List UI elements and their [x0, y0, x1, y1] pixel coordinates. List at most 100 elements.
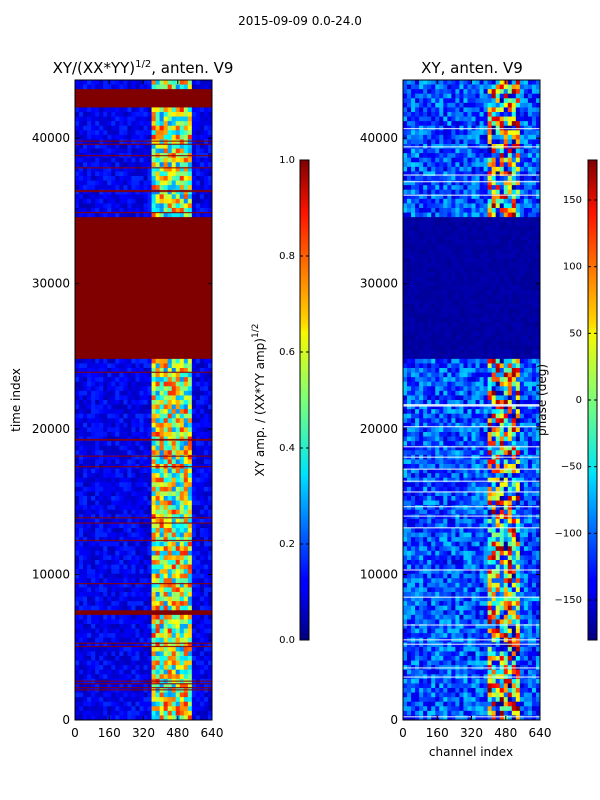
- heatmap-cell: [195, 125, 201, 131]
- heatmap-cell: [79, 157, 84, 163]
- heatmap-cell: [155, 715, 160, 721]
- heatmap-cell: [191, 198, 197, 204]
- heatmap-cell: [191, 715, 197, 721]
- heatmap-cell: [163, 555, 168, 561]
- heatmap-cell: [179, 272, 185, 277]
- heatmap-cell: [187, 454, 193, 460]
- heatmap-cell: [123, 468, 128, 474]
- heatmap-cell: [167, 281, 173, 287]
- heatmap-cell: [131, 372, 136, 378]
- heatmap-cell: [115, 413, 120, 419]
- heatmap-cell: [115, 427, 120, 433]
- heatmap-cell: [175, 642, 181, 648]
- heatmap-cell: [151, 624, 156, 629]
- heatmap-cell: [163, 692, 168, 698]
- heatmap-cell: [79, 349, 84, 355]
- heatmap-cell: [163, 605, 168, 611]
- heatmap-cell: [155, 610, 160, 616]
- heatmap-cell: [151, 706, 156, 712]
- heatmap-cell: [195, 624, 201, 629]
- heatmap-cell: [131, 578, 136, 584]
- heatmap-cell: [107, 134, 112, 140]
- heatmap-cell: [199, 605, 205, 611]
- heatmap-cell: [87, 637, 92, 643]
- heatmap-cell: [119, 482, 124, 488]
- heatmap-cell: [459, 98, 464, 104]
- heatmap-cell: [139, 532, 144, 538]
- heatmap-cell: [147, 546, 152, 552]
- heatmap-cell: [119, 262, 124, 268]
- heatmap-cell: [179, 422, 185, 428]
- heatmap-cell: [87, 84, 92, 90]
- heatmap-cell: [187, 194, 193, 200]
- heatmap-cell: [83, 605, 88, 611]
- heatmap-cell: [415, 98, 420, 104]
- heatmap-cell: [111, 587, 116, 593]
- heatmap-cell: [103, 642, 108, 648]
- heatmap-cell: [95, 317, 100, 323]
- heatmap-cell: [171, 528, 177, 533]
- heatmap-cell: [115, 514, 120, 520]
- heatmap-cell: [143, 331, 148, 337]
- heatmap-cell: [151, 454, 156, 460]
- heatmap-cell: [463, 89, 468, 95]
- heatmap-cell: [119, 377, 124, 383]
- heatmap-cell: [83, 432, 88, 437]
- heatmap-cell: [139, 313, 144, 319]
- heatmap-cell: [187, 468, 193, 474]
- heatmap-cell: [151, 240, 156, 245]
- heatmap-cell: [179, 276, 185, 282]
- heatmap-cell: [95, 418, 100, 424]
- heatmap-cell: [159, 523, 164, 529]
- heatmap-cell: [499, 89, 505, 95]
- heatmap-cell: [91, 144, 96, 149]
- heatmap-cell: [183, 637, 189, 643]
- heatmap-cell: [79, 217, 84, 223]
- heatmap-cell: [99, 162, 104, 168]
- heatmap-cell: [203, 272, 209, 277]
- heatmap-cell: [131, 217, 136, 223]
- heatmap-cell: [171, 601, 177, 607]
- heatmap-cell: [91, 491, 96, 497]
- heatmap-cell: [147, 299, 152, 305]
- heatmap-cell: [75, 592, 80, 597]
- heatmap-cell: [175, 459, 181, 465]
- heatmap-cell: [191, 642, 197, 648]
- heatmap-cell: [183, 368, 189, 373]
- heatmap-cell: [167, 262, 173, 268]
- heatmap-cell: [195, 646, 201, 652]
- heatmap-cell: [155, 363, 160, 369]
- heatmap-cell: [87, 267, 92, 273]
- heatmap-cell: [103, 208, 108, 213]
- heatmap-streak: [75, 212, 212, 214]
- heatmap-cell: [179, 496, 185, 501]
- heatmap-cell: [139, 605, 144, 611]
- heatmap-cell: [207, 624, 213, 629]
- heatmap-cell: [111, 230, 116, 236]
- heatmap-cell: [91, 441, 96, 447]
- heatmap-cell: [143, 578, 148, 584]
- heatmap-cell: [163, 413, 168, 419]
- heatmap-cell: [183, 331, 189, 337]
- heatmap-cell: [191, 459, 197, 465]
- heatmap-cell: [171, 121, 177, 127]
- heatmap-cell: [143, 276, 148, 282]
- heatmap-cell: [107, 422, 112, 428]
- heatmap-cell: [151, 660, 156, 666]
- heatmap-cell: [187, 491, 193, 497]
- heatmap-cell: [111, 651, 116, 657]
- heatmap-cell: [107, 706, 112, 712]
- heatmap-cell: [95, 473, 100, 479]
- heatmap-cell: [191, 395, 197, 401]
- heatmap-cell: [167, 125, 173, 131]
- heatmap-cell: [87, 496, 92, 501]
- heatmap-cell: [139, 582, 144, 588]
- heatmap-cell: [491, 80, 496, 85]
- heatmap-cell: [179, 102, 185, 108]
- heatmap-cell: [407, 98, 412, 104]
- heatmap-cell: [135, 217, 140, 223]
- heatmap-cell: [79, 262, 84, 268]
- heatmap-cell: [199, 610, 205, 616]
- heatmap-cell: [175, 592, 181, 597]
- heatmap-cell: [195, 500, 201, 506]
